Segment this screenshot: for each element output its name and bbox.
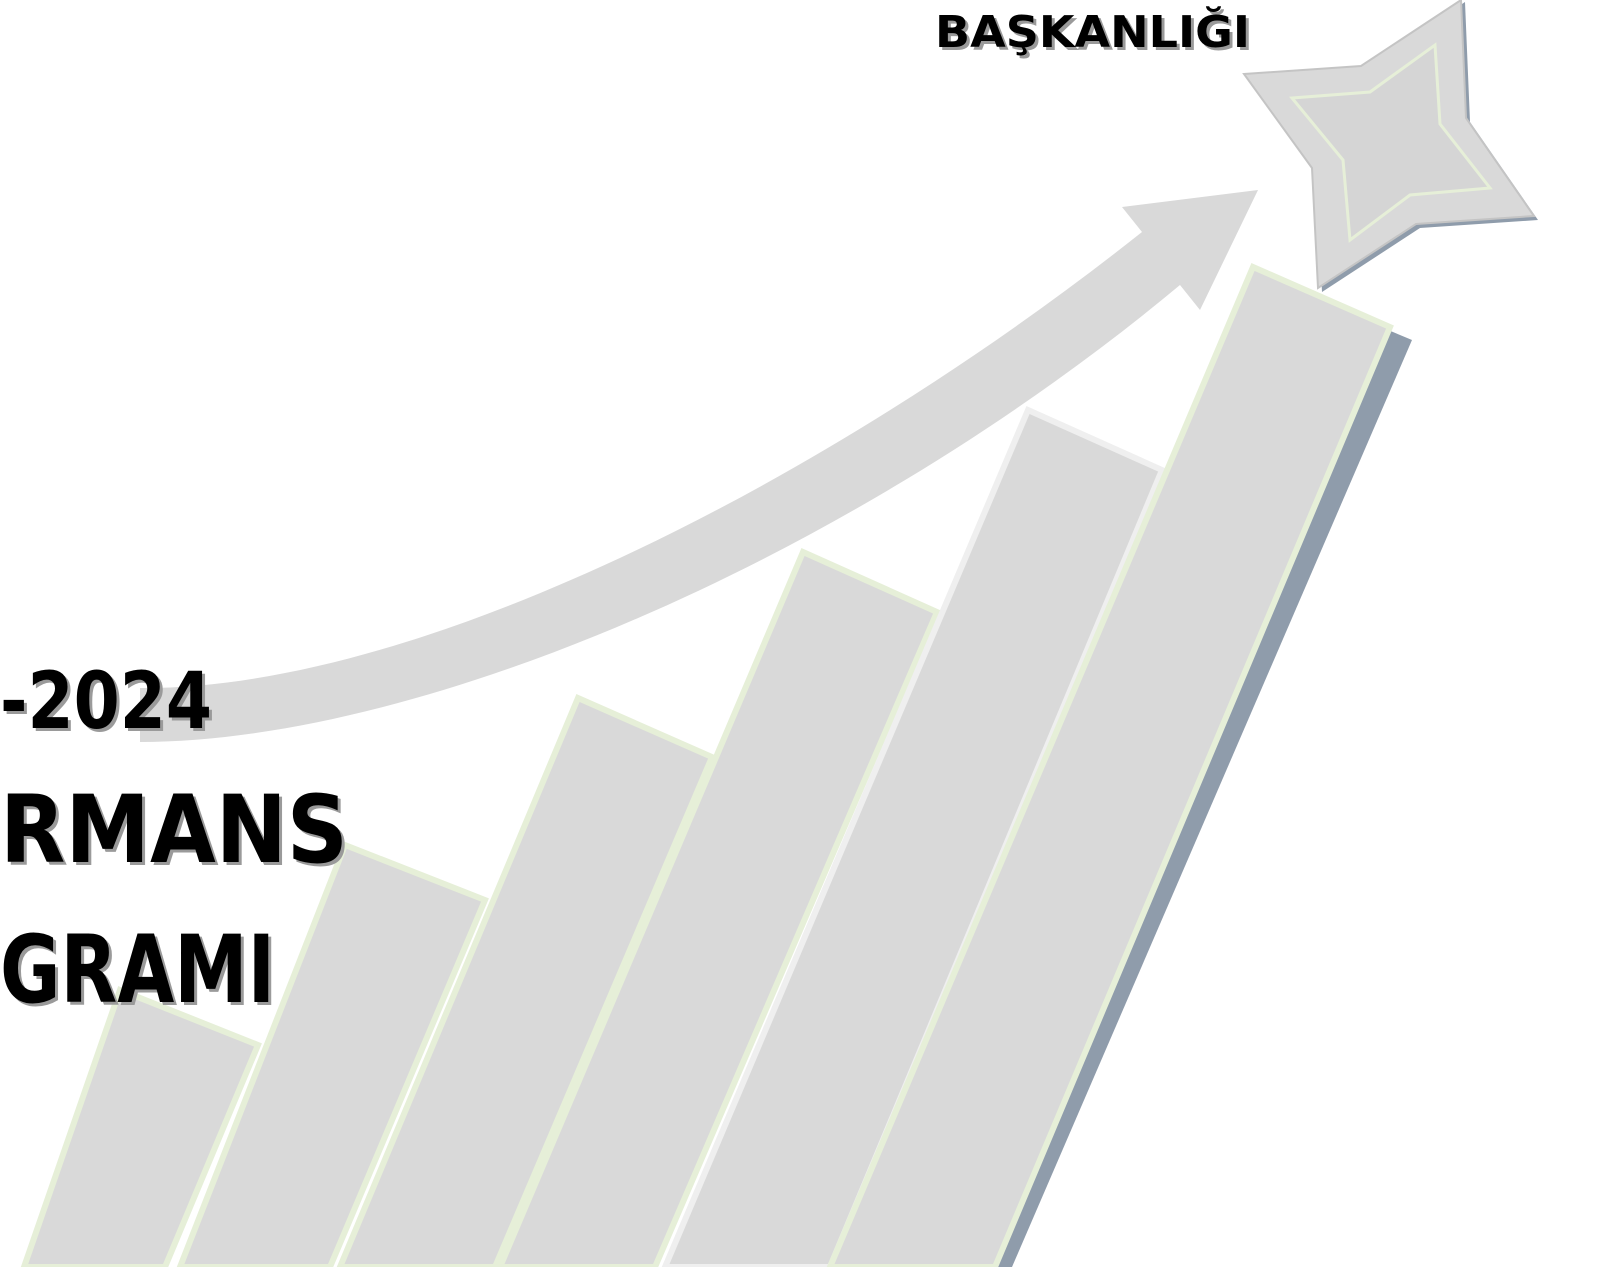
arrow [140,190,1258,742]
header-title: BAŞKANLIĞI [935,5,1250,58]
cover-line: RMANS [0,776,348,885]
cover-line: -2024 [0,657,212,747]
star [1242,0,1538,292]
bars [20,263,1412,1267]
cover-line: GRAMI [0,916,275,1025]
